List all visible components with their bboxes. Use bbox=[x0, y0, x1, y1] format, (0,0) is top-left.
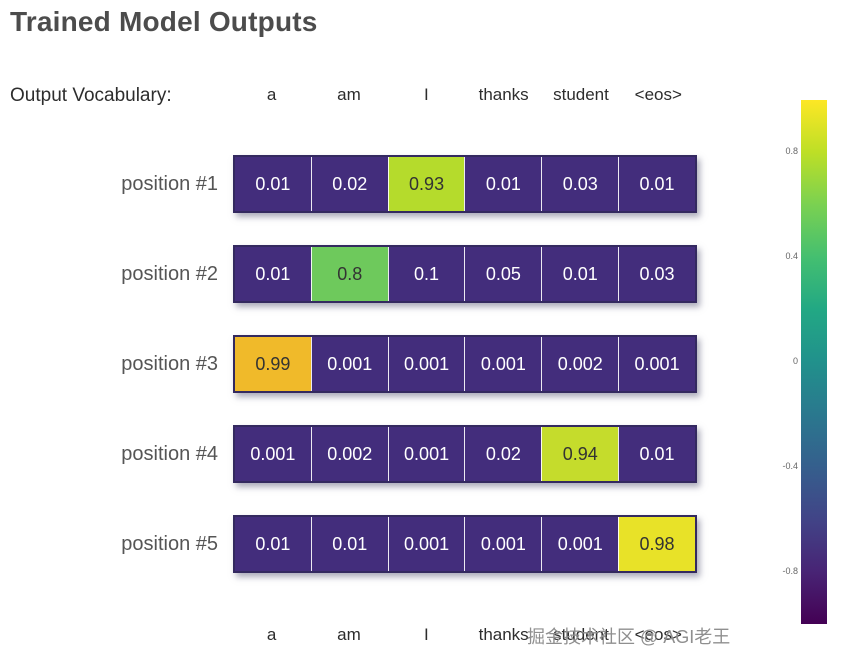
heatmap-cell: 0.002 bbox=[541, 337, 619, 391]
row-label-position-3: position #3 bbox=[121, 352, 218, 375]
column-label-3: thanks bbox=[478, 625, 529, 644]
heatmap-cell: 0.8 bbox=[310, 247, 388, 301]
heatmap-cell: 0.01 bbox=[464, 157, 542, 211]
heatmap-cell: 0.01 bbox=[541, 247, 619, 301]
column-label-4: student bbox=[553, 625, 609, 644]
column-label-0: a bbox=[266, 85, 277, 104]
column-label-2: I bbox=[423, 625, 429, 644]
column-label-2: I bbox=[423, 85, 429, 104]
page-title: Trained Model Outputs bbox=[10, 6, 318, 37]
column-label-3: thanks bbox=[478, 85, 529, 104]
column-label-1: am bbox=[337, 85, 361, 104]
row-label-position-2: position #2 bbox=[121, 262, 218, 285]
colorbar-tick: -0.4 bbox=[782, 460, 798, 471]
heatmap-cell: 0.001 bbox=[387, 517, 465, 571]
heatmap-row-1: 0.01 0.02 0.93 0.01 0.03 0.01 bbox=[233, 155, 697, 213]
heatmap-cell: 0.02 bbox=[310, 157, 388, 211]
heatmap-cell: 0.001 bbox=[541, 517, 619, 571]
column-label-0: a bbox=[266, 625, 277, 644]
heatmap-cell: 0.01 bbox=[618, 427, 695, 481]
heatmap-cell: 0.05 bbox=[464, 247, 542, 301]
heatmap-cell: 0.01 bbox=[235, 517, 311, 571]
heatmap-cell: 0.002 bbox=[310, 427, 388, 481]
heatmap-cell: 0.01 bbox=[310, 517, 388, 571]
heatmap-row-3: 0.99 0.001 0.001 0.001 0.002 0.001 bbox=[233, 335, 697, 393]
heatmap-cell: 0.001 bbox=[310, 337, 388, 391]
heatmap-cell: 0.98 bbox=[618, 517, 695, 571]
heatmap-cell: 0.01 bbox=[235, 247, 311, 301]
output-vocabulary-label: Output Vocabulary: bbox=[10, 85, 172, 106]
column-label-4: student bbox=[553, 85, 609, 104]
heatmap-cell: 0.001 bbox=[464, 517, 542, 571]
row-label-position-1: position #1 bbox=[121, 172, 218, 195]
colorbar-tick: 0.8 bbox=[785, 146, 798, 157]
column-label-5: <eos> bbox=[634, 85, 682, 104]
row-label-position-4: position #4 bbox=[121, 442, 218, 465]
heatmap-cell: 0.99 bbox=[235, 337, 311, 391]
heatmap-cell: 0.001 bbox=[387, 427, 465, 481]
heatmap-cell: 0.001 bbox=[235, 427, 311, 481]
heatmap-cell: 0.02 bbox=[464, 427, 542, 481]
heatmap-cell: 0.03 bbox=[618, 247, 695, 301]
heatmap-row-4: 0.001 0.002 0.001 0.02 0.94 0.01 bbox=[233, 425, 697, 483]
heatmap-cell: 0.01 bbox=[235, 157, 311, 211]
heatmap-cell: 0.01 bbox=[618, 157, 695, 211]
column-label-5: <eos> bbox=[634, 625, 682, 644]
colorbar bbox=[801, 100, 827, 624]
watermark-text: 掘金技术社区 @ AGI老王 bbox=[527, 627, 731, 647]
heatmap-cell: 0.001 bbox=[387, 337, 465, 391]
column-label-1: am bbox=[337, 625, 361, 644]
row-label-position-5: position #5 bbox=[121, 532, 218, 555]
heatmap-cell: 0.001 bbox=[464, 337, 542, 391]
heatmap-cell: 0.001 bbox=[618, 337, 695, 391]
heatmap-row-5: 0.01 0.01 0.001 0.001 0.001 0.98 bbox=[233, 515, 697, 573]
heatmap-cell: 0.1 bbox=[387, 247, 465, 301]
colorbar-tick: 0.4 bbox=[785, 251, 798, 262]
heatmap-cell: 0.03 bbox=[541, 157, 619, 211]
colorbar-tick: -0.8 bbox=[782, 565, 798, 576]
heatmap-cell: 0.94 bbox=[541, 427, 619, 481]
colorbar-tick: 0 bbox=[792, 356, 798, 366]
heatmap-row-2: 0.01 0.8 0.1 0.05 0.01 0.03 bbox=[233, 245, 697, 303]
heatmap-cell: 0.93 bbox=[387, 157, 465, 211]
